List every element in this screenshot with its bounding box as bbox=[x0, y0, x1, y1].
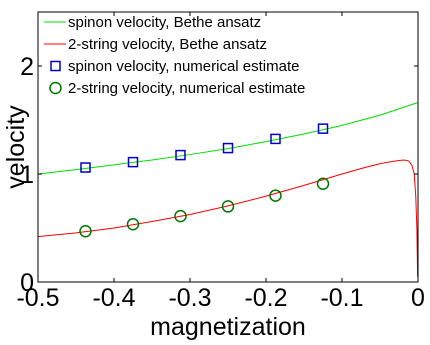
legend-entry-0: spinon velocity, Bethe ansatz bbox=[44, 14, 261, 31]
legend-entry-3: 2-string velocity, numerical estimate bbox=[49, 80, 305, 97]
legend: spinon velocity, Bethe ansatz 2-string ve… bbox=[44, 14, 305, 97]
series-3-point-4 bbox=[269, 189, 282, 202]
x-tick-label-5: 0 bbox=[411, 284, 425, 312]
plot-area bbox=[38, 12, 418, 282]
series-2-point-3 bbox=[222, 142, 234, 154]
legend-swatch-3 bbox=[49, 81, 62, 95]
legend-label-1: 2-string velocity, Bethe ansatz bbox=[68, 36, 267, 53]
plot-frame bbox=[37, 11, 419, 283]
series-2-point-2 bbox=[175, 149, 186, 161]
series-3-point-5 bbox=[316, 177, 330, 190]
series-3-point-0 bbox=[79, 224, 92, 238]
y-axis-label: velocity bbox=[2, 105, 30, 189]
x-tick-label-4: -0.1 bbox=[320, 284, 363, 312]
series-line-0 bbox=[37, 102, 418, 175]
x-tick-label-2: -0.3 bbox=[168, 284, 211, 312]
series-3-point-3 bbox=[221, 200, 235, 213]
ticks-layer: -0.5 -0.4 -0.3 -0.2 -0.1 0 0 1 2 bbox=[16, 12, 425, 312]
legend-label-3: 2-string velocity, numerical estimate bbox=[68, 80, 305, 97]
y-tick-label-2: 2 bbox=[20, 53, 34, 81]
legend-label-0: spinon velocity, Bethe ansatz bbox=[68, 14, 261, 31]
series-2-point-0 bbox=[80, 162, 91, 173]
series-2-point-1 bbox=[127, 156, 139, 168]
series-3-point-2 bbox=[174, 209, 187, 223]
series-layer bbox=[37, 102, 419, 277]
x-tick-label-3: -0.2 bbox=[244, 284, 287, 312]
legend-entry-1: 2-string velocity, Bethe ansatz bbox=[44, 36, 267, 53]
x-tick-label-0: -0.5 bbox=[16, 284, 59, 312]
x-axis-label: magnetization bbox=[150, 313, 306, 341]
y-tick-label-0: 0 bbox=[20, 269, 34, 297]
legend-entry-2: spinon velocity, numerical estimate bbox=[50, 58, 300, 75]
series-3-point-1 bbox=[126, 217, 140, 231]
legend-label-2: spinon velocity, numerical estimate bbox=[68, 58, 300, 75]
series-2-point-4 bbox=[270, 133, 281, 145]
legend-swatch-2 bbox=[50, 60, 61, 72]
series-2-point-5 bbox=[317, 123, 329, 134]
y-tick-label-1: 1 bbox=[20, 161, 34, 189]
x-tick-label-1: -0.4 bbox=[92, 284, 135, 312]
series-line-1 bbox=[37, 159, 419, 277]
